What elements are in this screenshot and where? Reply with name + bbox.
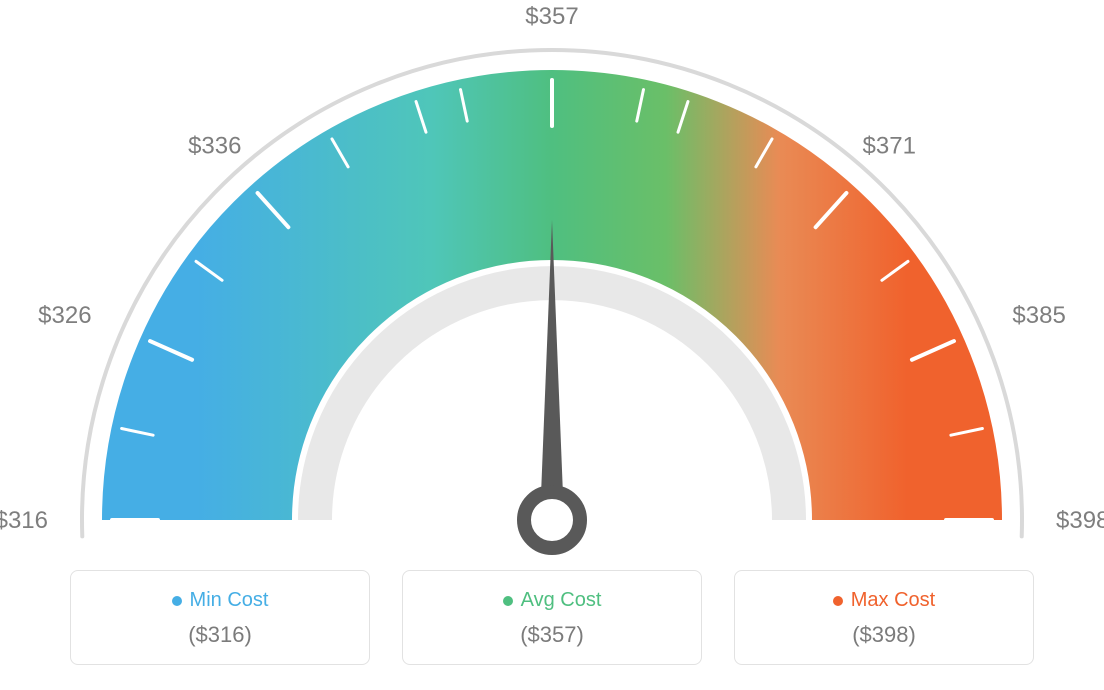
legend-title: Avg Cost bbox=[503, 589, 602, 612]
legend-card-max: Max Cost ($398) bbox=[734, 570, 1034, 665]
gauge-needle bbox=[540, 220, 564, 520]
gauge-tick-label: $398 bbox=[1056, 507, 1104, 534]
legend-dot-icon bbox=[833, 596, 843, 606]
gauge-tick-label: $336 bbox=[188, 132, 241, 159]
legend-dot-icon bbox=[503, 596, 513, 606]
gauge-svg: $316 $326 $336 $357 $371 $385 $398 bbox=[0, 0, 1104, 560]
legend-title: Max Cost bbox=[833, 589, 935, 612]
gauge-hub bbox=[524, 492, 580, 548]
legend-value: ($398) bbox=[745, 622, 1023, 648]
legend-card-avg: Avg Cost ($357) bbox=[402, 570, 702, 665]
legend-label: Avg Cost bbox=[521, 589, 602, 612]
legend-card-min: Min Cost ($316) bbox=[70, 570, 370, 665]
legend-title: Min Cost bbox=[172, 589, 269, 612]
gauge-tick-label: $371 bbox=[863, 132, 916, 159]
gauge-tick-label: $326 bbox=[38, 302, 91, 329]
legend-row: Min Cost ($316) Avg Cost ($357) Max Cost ($39… bbox=[0, 570, 1104, 665]
gauge-tick-label: $357 bbox=[525, 3, 578, 30]
legend-dot-icon bbox=[172, 596, 182, 606]
legend-label: Max Cost bbox=[851, 589, 935, 612]
gauge-tick-label: $385 bbox=[1012, 302, 1065, 329]
cost-gauge: $316 $326 $336 $357 $371 $385 $398 bbox=[0, 0, 1104, 560]
legend-value: ($316) bbox=[81, 622, 359, 648]
legend-value: ($357) bbox=[413, 622, 691, 648]
gauge-tick-label: $316 bbox=[0, 507, 48, 534]
legend-label: Min Cost bbox=[190, 589, 269, 612]
